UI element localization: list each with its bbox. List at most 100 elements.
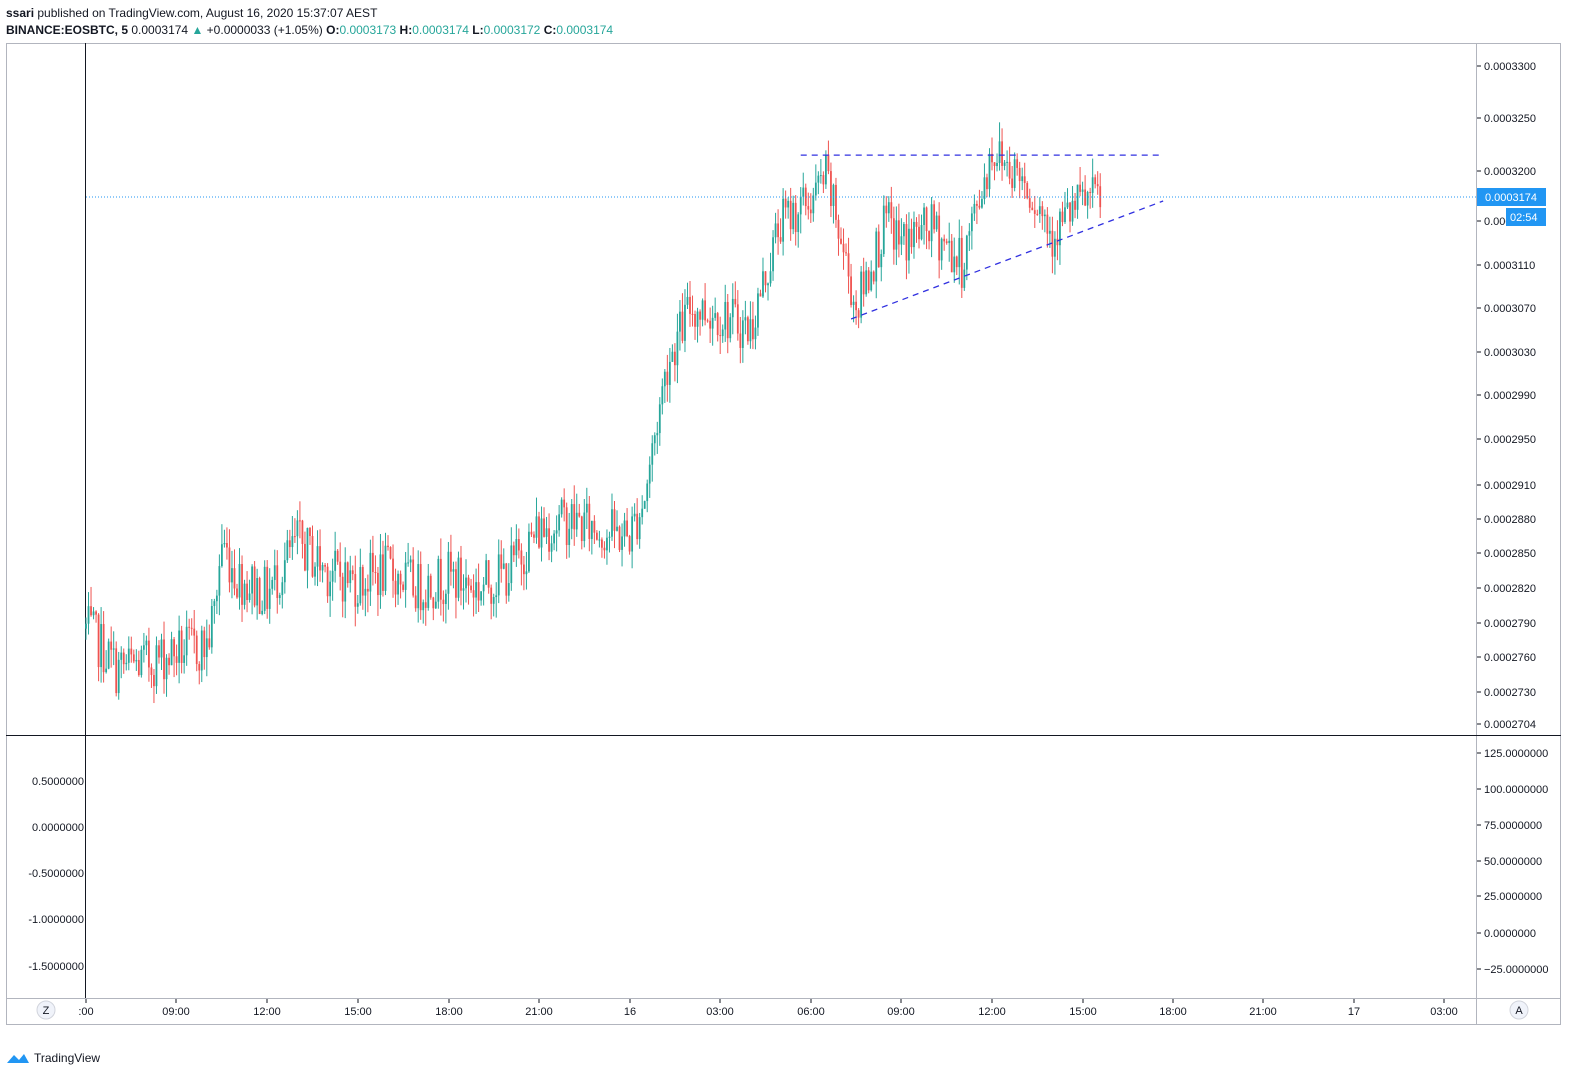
candle-body	[923, 207, 925, 226]
publisher-name[interactable]: ssari	[6, 6, 35, 20]
auto-scale-button[interactable]: A	[1509, 1000, 1529, 1020]
candle-body	[799, 196, 802, 215]
candle-body	[618, 526, 621, 550]
candle-body	[666, 371, 669, 385]
chart-svg[interactable]: 0.00033000.00032500.00032000.00031500.00…	[6, 43, 1561, 1043]
candle	[402, 581, 404, 593]
support-trendline[interactable]	[850, 200, 1164, 320]
tradingview-footer[interactable]: TradingView	[6, 1051, 100, 1065]
candle	[256, 568, 259, 620]
candle	[472, 574, 475, 617]
candle-body	[1076, 184, 1079, 210]
candle	[550, 535, 553, 563]
candle	[782, 188, 785, 256]
candle-body	[543, 518, 545, 537]
candle	[520, 543, 523, 586]
price-tick-label: 0.0003200	[1484, 166, 1536, 178]
candle	[749, 301, 752, 349]
candle	[684, 289, 686, 353]
candle	[356, 594, 359, 614]
candle	[369, 539, 372, 606]
candle	[621, 523, 623, 567]
candle-body	[903, 224, 905, 237]
time-tick-label: 09:00	[887, 1006, 915, 1018]
candle-body	[409, 559, 412, 563]
candle-body	[198, 664, 201, 671]
indicator-left-tick: -0.5000000	[28, 868, 84, 880]
candle-body	[865, 270, 868, 295]
candle	[976, 200, 978, 225]
candle-body	[1006, 161, 1008, 163]
candle-body	[611, 509, 613, 537]
candle	[439, 538, 442, 616]
price-tick-label: 0.0002704	[1484, 719, 1536, 731]
candle-body	[256, 578, 259, 606]
candle-body	[475, 582, 477, 598]
close-value: 0.0003174	[556, 23, 614, 37]
candle-body	[986, 177, 988, 190]
candle-body	[533, 534, 535, 538]
candle	[475, 568, 477, 614]
candle-body	[346, 562, 349, 584]
candle	[444, 589, 447, 624]
candle	[266, 560, 269, 619]
candle-body	[1056, 238, 1059, 246]
candle-body	[646, 483, 649, 502]
candle	[719, 316, 722, 354]
candle-body	[656, 433, 659, 436]
candle	[223, 529, 226, 548]
close-label: C:	[543, 23, 557, 37]
candle	[180, 625, 183, 674]
candle-body	[299, 520, 301, 522]
candle-body	[940, 238, 943, 261]
indicator-right-tick: −25.0000000	[1484, 964, 1549, 976]
symbol-label[interactable]: BINANCE:EOSBTC, 5	[6, 23, 129, 37]
candle-body	[965, 235, 968, 270]
candle	[210, 599, 213, 654]
candle-body	[814, 182, 817, 196]
candle	[467, 574, 470, 605]
candle	[145, 635, 148, 656]
candle	[739, 316, 742, 364]
candle-body	[180, 630, 183, 663]
candle	[958, 219, 961, 285]
candle-body	[87, 606, 90, 624]
candle-body	[749, 319, 752, 342]
candle-body	[163, 639, 165, 680]
candle	[804, 183, 807, 216]
candle-body	[364, 588, 367, 596]
candle	[1033, 195, 1036, 228]
candle-body	[759, 293, 762, 297]
candle	[1086, 190, 1089, 219]
candle	[721, 324, 724, 343]
candle-body	[558, 514, 561, 531]
candle	[291, 515, 294, 560]
time-tick-label: 18:00	[435, 1006, 463, 1018]
candle-body	[819, 175, 822, 177]
candle	[716, 311, 719, 342]
candle-body	[548, 528, 550, 552]
candle	[1079, 166, 1081, 197]
candle-body	[286, 540, 289, 561]
z-button[interactable]: Z	[36, 1000, 56, 1020]
candle	[183, 639, 186, 674]
candle	[85, 617, 87, 640]
candle-body	[739, 333, 742, 348]
candle	[377, 566, 379, 616]
candle-body	[248, 593, 251, 601]
candle-body	[117, 659, 120, 694]
candle-body	[679, 311, 681, 332]
candle-body	[354, 574, 357, 607]
candle-body	[933, 204, 936, 230]
candle-body	[918, 226, 920, 240]
candle	[153, 669, 155, 704]
candle	[87, 592, 90, 635]
chart-frame[interactable]: 0.00033000.00032500.00032000.00031500.00…	[6, 43, 1561, 1043]
candle	[122, 648, 125, 674]
candle-body	[812, 195, 815, 214]
candle	[830, 162, 832, 218]
candle	[120, 646, 123, 679]
candle-body	[188, 626, 191, 628]
candle	[535, 497, 538, 544]
candle	[394, 568, 397, 608]
